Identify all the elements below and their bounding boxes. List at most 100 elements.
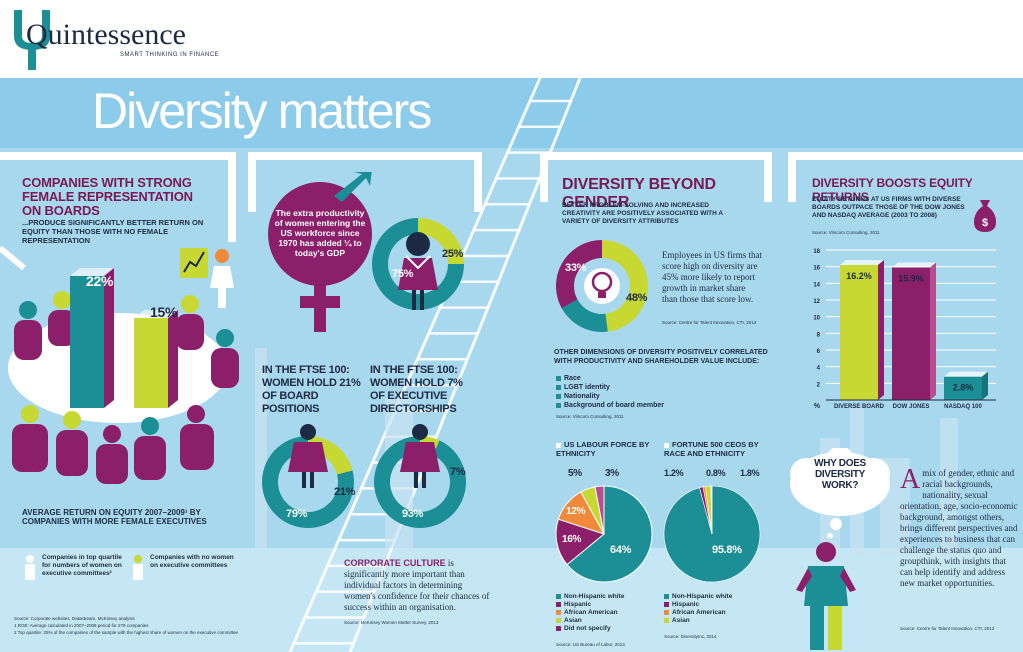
bar1-value-label: 22%	[86, 273, 114, 289]
culture-lead: CORPORATE CULTURE	[344, 558, 446, 568]
ftse-board-heading: IN THE FTSE 100: WOMEN HOLD 21% OF BOARD…	[262, 364, 362, 416]
ceos-title-text: FORTUNE 500 CEOS BY RACE AND ETHNICITY	[664, 440, 759, 458]
dim-item: Background of board member	[556, 401, 756, 410]
board-bar-top-0	[70, 268, 114, 276]
boardroom-illustration	[0, 245, 239, 484]
equity-bar-1	[892, 267, 930, 400]
equity-bar-side-0	[878, 260, 884, 400]
labour-title-text: US LABOUR FORCE BY ETHNICITY	[556, 440, 650, 458]
ftse-board-heading-text: IN THE FTSE 100:	[262, 364, 350, 376]
dim-item: Nationality	[556, 392, 756, 401]
equity-category-label: DIVERSE BOARD	[834, 404, 885, 410]
brand-tagline: SMART THINKING IN FINANCE	[120, 52, 220, 58]
beyond-donut-slice-1	[561, 299, 608, 332]
y-tick-label: 10	[813, 316, 820, 322]
workforce-major-pct: 75%	[392, 268, 414, 280]
board-bar-top-1	[134, 310, 178, 318]
person-figure-icon	[796, 542, 856, 650]
equity-subtitle: EQUITY RETURNS AT US FIRMS WITH DIVERSE …	[812, 196, 965, 219]
women-workforce-graphic	[268, 172, 464, 332]
beyond-stat-source: Source: Centre for Talent Innovation, CT…	[662, 320, 757, 325]
boards-caption: AVERAGE RETURN ON EQUITY 2007–2009¹ BY C…	[22, 508, 207, 526]
culture-source: Source: McKinsey Women Matter Survey, 20…	[344, 620, 439, 625]
ftse-exec-heading: IN THE FTSE 100: WOMEN HOLD 7% OF EXECUT…	[370, 364, 470, 416]
dims-list: Race LGBT identity Nationality Backgroun…	[556, 374, 756, 410]
culture-text: CORPORATE CULTURE is significantly more …	[344, 558, 494, 613]
board-bar-0	[70, 276, 104, 408]
labour-source: Source: US Bureau of Labor, 2013	[556, 642, 625, 647]
equity-bar-chart: 18 16 14 12 10 8 6 4 2% 16.2% DIVERSE BOARD 15.9% DO…	[813, 249, 996, 410]
ceos-pct-958: 95.8%	[712, 544, 742, 556]
bar2-value-label: 15%	[150, 304, 178, 320]
equity-title: DIVERSITY BOOSTS EQUITY RETURNS	[812, 176, 973, 204]
equity-bar-value-label: 2.8%	[953, 383, 974, 393]
boards-footnote2: 2 Top quartile: 25% of the companies of …	[14, 630, 239, 635]
ftse-board-donut-slice-1	[262, 436, 354, 528]
brand-name: Quintessence	[26, 18, 186, 51]
ftse-board-text: WOMEN HOLD 21% OF BOARD POSITIONS	[262, 377, 361, 415]
equity-bar-value-label: 16.2%	[846, 271, 872, 281]
labour-pct-12: 12%	[566, 506, 586, 517]
ftse-board-major: 79%	[286, 508, 308, 520]
ceos-slice-4	[710, 485, 713, 535]
y-unit-label: %	[814, 403, 821, 410]
dim-item: Race	[556, 374, 756, 383]
why-source: Source: Centre for Talent Innovation, CT…	[900, 626, 995, 631]
ceos-pct-18: 1.8%	[740, 468, 760, 478]
equity-bar-top-1	[892, 262, 936, 268]
equity-category-label: NASDAQ 100	[944, 404, 982, 410]
equity-bar-top-0	[840, 260, 884, 265]
boards-footnote1: 1 ROE: Average calculated in 2007–2009 p…	[14, 623, 149, 628]
ceos-pct-12: 1.2%	[664, 468, 684, 478]
y-tick-label: 6	[817, 349, 821, 355]
ceos-legend: Non-Hispanic white Hispanic African Amer…	[664, 593, 774, 625]
boards-source: Source: Corporate websites, Datastream, …	[14, 616, 135, 621]
workforce-donut-slice-1	[372, 218, 464, 310]
labour-pct-16: 16%	[562, 534, 582, 545]
board-bar-side-1	[168, 310, 178, 408]
labour-pct-5: 5%	[568, 468, 582, 479]
workforce-minor-pct: 25%	[442, 248, 464, 260]
ceos-title: FORTUNE 500 CEOS BY RACE AND ETHNICITY	[664, 440, 774, 458]
why-dropcap: A	[900, 464, 921, 495]
ftse-donuts	[262, 424, 466, 528]
money-bag-icon: $	[974, 200, 996, 232]
ftse-exec-minor: 7%	[450, 466, 466, 478]
beyond-pct-left: 33%	[565, 262, 587, 274]
thought-bubble	[790, 448, 890, 538]
page-title: Diversity matters	[92, 83, 432, 139]
board-bar-side-0	[104, 268, 114, 408]
lightbulb-icon	[591, 271, 613, 293]
labour-pie	[555, 485, 653, 583]
beyond-pct-right: 48%	[626, 292, 648, 304]
beyond-donut	[556, 240, 648, 332]
ftse-exec-donut-slice-1	[374, 436, 466, 528]
equity-source: Source: Vimcom Consulting, 2011	[812, 230, 880, 235]
person-white-icon	[25, 555, 35, 580]
workforce-donut-slice-0	[418, 218, 464, 264]
labour-legend: Non-Hispanic white Hispanic African Amer…	[556, 593, 666, 633]
why-bubble-text: WHY DOES DIVERSITY WORK?	[814, 458, 866, 491]
person-outline-icon	[133, 555, 143, 580]
ceos-pie	[663, 485, 761, 583]
boards-legend: Companies in top quartile for numbers of…	[22, 552, 242, 592]
why-body: mix of gender, ethnic and racial backgro…	[900, 468, 1018, 588]
labour-slice-0	[566, 485, 653, 583]
ftse-exec-heading-text: IN THE FTSE 100:	[370, 364, 458, 376]
logo: Quintessence SMART THINKING IN FINANCE	[8, 6, 228, 70]
why-text: A mix of gender, ethnic and racial backg…	[900, 464, 1018, 589]
equity-bar-side-2	[982, 371, 988, 400]
culture-body: is significantly more important than ind…	[344, 558, 490, 612]
equity-bar-2	[944, 376, 982, 400]
y-tick-label: 8	[817, 332, 821, 338]
y-tick-label: 18	[813, 249, 820, 255]
y-tick-label: 12	[813, 299, 820, 305]
ftse-exec-major: 93%	[402, 508, 424, 520]
boards-subtitle: ...PRODUCE SIGNIFICANTLY BETTER RETURN O…	[22, 218, 204, 245]
board-bar-1	[134, 318, 168, 408]
svg-text:$: $	[982, 217, 988, 229]
labour-pct-3: 3%	[605, 468, 619, 479]
boards-title: COMPANIES WITH STRONG FEMALE REPRESENTAT…	[22, 175, 193, 218]
labour-slice-4	[594, 485, 605, 535]
workforce-callout: The extra productivity of women entering…	[274, 208, 366, 258]
